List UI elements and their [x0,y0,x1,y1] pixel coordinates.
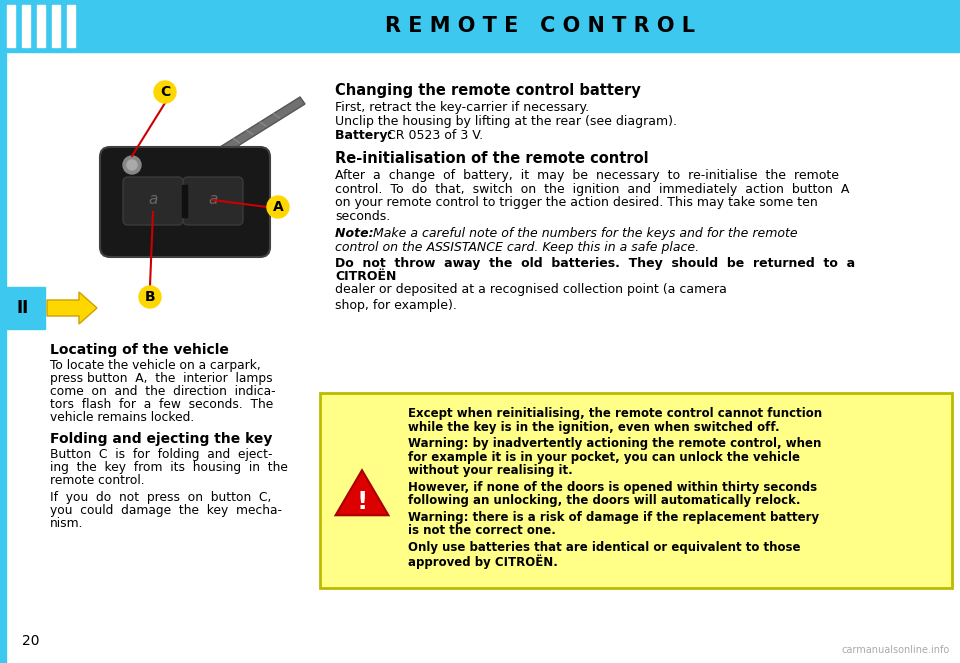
Text: following an unlocking, the doors will automatically relock.: following an unlocking, the doors will a… [408,494,801,507]
Text: without your realising it.: without your realising it. [408,464,573,477]
Text: !: ! [356,490,368,514]
Text: C: C [160,85,170,99]
Text: Folding and ejecting the key: Folding and ejecting the key [50,432,273,446]
Text: A: A [273,200,283,214]
Bar [320,393,952,588]
Polygon shape [220,97,305,154]
Circle shape [267,196,289,218]
Bar [0,0,960,52]
Bar [37,5,45,47]
Polygon shape [47,292,97,324]
Text: a: a [208,192,218,208]
Bar [22,5,30,47]
Text: a: a [148,192,157,208]
Text: Note:: Note: [335,227,378,240]
Text: ing  the  key  from  its  housing  in  the: ing the key from its housing in the [50,461,288,474]
Bar [67,5,75,47]
Circle shape [139,286,161,308]
Text: carmanualsonline.info: carmanualsonline.info [842,645,950,655]
Text: control.  To  do  that,  switch  on  the  ignition  and  immediately  action  bu: control. To do that, switch on the ignit… [335,182,850,196]
Text: Do  not  throw  away  the  old  batteries.  They  should  be  returned  to  a: Do not throw away the old batteries. The… [335,257,855,269]
Text: CR 0523 of 3 V.: CR 0523 of 3 V. [387,129,483,142]
Text: To locate the vehicle on a carpark,: To locate the vehicle on a carpark, [50,359,261,372]
Bar [182,185,187,217]
Text: Warning: by inadvertently actioning the remote control, when: Warning: by inadvertently actioning the … [408,437,822,450]
Text: for example it is in your pocket, you can unlock the vehicle: for example it is in your pocket, you ca… [408,450,800,463]
Text: Changing the remote control battery: Changing the remote control battery [335,83,640,98]
Text: 20: 20 [22,634,39,648]
Text: Re-initialisation of the remote control: Re-initialisation of the remote control [335,151,649,166]
Text: After  a  change  of  battery,  it  may  be  necessary  to  re-initialise  the  : After a change of battery, it may be nec… [335,169,839,182]
Text: dealer or deposited at a recognised collection point (a camera
shop, for example: dealer or deposited at a recognised coll… [335,284,727,312]
Text: Except when reinitialising, the remote control cannot function: Except when reinitialising, the remote c… [408,407,822,420]
Text: while the key is in the ignition, even when switched off.: while the key is in the ignition, even w… [408,420,780,434]
Text: CITROËN: CITROËN [335,270,396,283]
Text: First, retract the key-carrier if necessary.: First, retract the key-carrier if necess… [335,101,589,114]
FancyBboxPatch shape [123,177,183,225]
Text: Only use batteries that are identical or equivalent to those: Only use batteries that are identical or… [408,540,801,554]
Text: Locating of the vehicle: Locating of the vehicle [50,343,228,357]
Text: is not the correct one.: is not the correct one. [408,524,556,537]
Text: R E M O T E   C O N T R O L: R E M O T E C O N T R O L [385,16,695,36]
Text: come  on  and  the  direction  indica-: come on and the direction indica- [50,385,276,398]
Text: remote control.: remote control. [50,474,145,487]
Circle shape [154,81,176,103]
Circle shape [123,156,141,174]
Text: you  could  damage  the  key  mecha-: you could damage the key mecha- [50,504,282,517]
FancyBboxPatch shape [100,147,270,257]
FancyBboxPatch shape [183,177,243,225]
Bar [0,287,45,329]
Text: However, if none of the doors is opened within thirty seconds: However, if none of the doors is opened … [408,481,817,493]
Text: B: B [145,290,156,304]
Text: tors  flash  for  a  few  seconds.  The: tors flash for a few seconds. The [50,398,274,411]
Text: If  you  do  not  press  on  button  C,: If you do not press on button C, [50,491,272,504]
Text: Warning: there is a risk of damage if the replacement battery: Warning: there is a risk of damage if th… [408,511,819,524]
Bar [52,5,60,47]
Text: II: II [16,299,29,317]
Text: press button  A,  the  interior  lamps: press button A, the interior lamps [50,372,273,385]
Polygon shape [336,470,389,515]
Text: Unclip the housing by lifting at the rear (see diagram).: Unclip the housing by lifting at the rea… [335,115,677,128]
Text: seconds.: seconds. [335,210,391,223]
Text: nism.: nism. [50,517,84,530]
Text: on your remote control to trigger the action desired. This may take some ten: on your remote control to trigger the ac… [335,196,818,209]
Circle shape [127,160,137,170]
Text: vehicle remains locked.: vehicle remains locked. [50,411,194,424]
Text: approved by CITROËN.: approved by CITROËN. [408,554,558,569]
Text: Make a careful note of the numbers for the keys and for the remote: Make a careful note of the numbers for t… [373,227,798,240]
Text: control on the ASSISTANCE card. Keep this in a safe place.: control on the ASSISTANCE card. Keep thi… [335,241,699,253]
Bar [7,5,15,47]
Bar [0,52,6,663]
Text: Button  C  is  for  folding  and  eject-: Button C is for folding and eject- [50,448,273,461]
Text: Battery:: Battery: [335,129,396,142]
